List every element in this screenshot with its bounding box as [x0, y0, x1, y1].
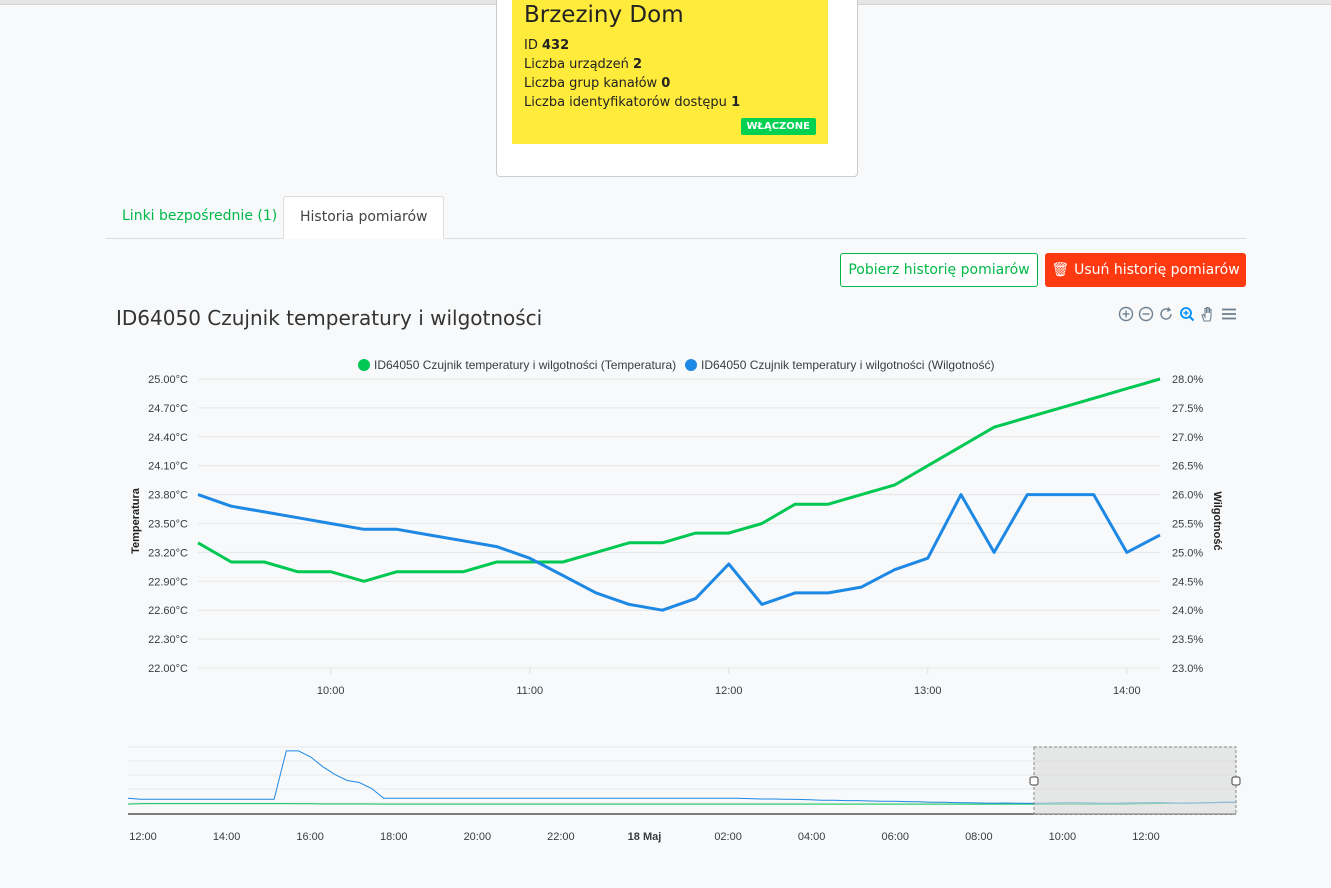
status-badge: WŁĄCZONE: [740, 118, 816, 135]
y-axis-right-title: Wilgotność: [1211, 491, 1223, 550]
y-right-tick-label: 28.0%: [1172, 374, 1203, 386]
reset-icon[interactable]: [1157, 305, 1175, 323]
y-left-tick-label: 24.40°C: [148, 432, 188, 444]
navigator-tick-label: 18:00: [380, 831, 408, 843]
navigator-tick-label: 08:00: [965, 831, 993, 843]
chart-title: ID64050 Czujnik temperatury i wilgotnośc…: [116, 306, 543, 330]
delete-history-button[interactable]: 🗑 Usuń historię pomiarów: [1045, 253, 1246, 287]
navigator-temperature-line: [127, 801, 1236, 805]
x-tick-label: 11:00: [516, 685, 543, 697]
navigator-selection[interactable]: [1033, 746, 1237, 815]
trash-icon: 🗑: [1051, 262, 1070, 278]
y-right-tick-label: 27.5%: [1172, 403, 1203, 415]
x-axis: 10:00 11:00 12:00 13:00 14:00: [317, 668, 1141, 697]
y-left-tick-label: 23.80°C: [148, 490, 188, 502]
y-axis-right: 23.0% 23.5% 24.0% 24.5% 25.0% 25.5% 26.0% 26.5%…: [1172, 374, 1203, 675]
y-right-tick-label: 23.5%: [1172, 634, 1203, 646]
download-history-button[interactable]: Pobierz historię pomiarów: [840, 253, 1038, 287]
y-left-tick-label: 24.70°C: [148, 403, 188, 415]
chart-series: [197, 377, 1161, 612]
navigator-tick-label: 12:00: [129, 831, 157, 843]
navigator-tick-label: 06:00: [881, 831, 909, 843]
navigator-tick-label: 04:00: [798, 831, 826, 843]
y-axis-left-title: Temperatura: [130, 487, 142, 554]
y-left-tick-label: 22.30°C: [148, 634, 188, 646]
navigator-handle-left[interactable]: [1029, 776, 1039, 786]
navigator-tick-label: 18 Maj: [628, 831, 662, 843]
pan-hand-icon[interactable]: [1199, 305, 1217, 323]
x-tick-label: 13:00: [914, 685, 942, 697]
legend-label-temperature[interactable]: ID64050 Czujnik temperatury i wilgotnośc…: [374, 358, 676, 372]
zoom-out-icon[interactable]: [1137, 305, 1155, 323]
y-right-tick-label: 25.0%: [1172, 547, 1203, 559]
y-left-tick-label: 23.50°C: [148, 519, 188, 531]
y-right-tick-label: 27.0%: [1172, 432, 1203, 444]
selection-zoom-icon[interactable]: [1178, 305, 1196, 323]
menu-icon[interactable]: [1220, 305, 1238, 323]
navigator-chart[interactable]: 12:00 14:00 16:00 18:00 20:00 22:00 18 Maj 02:0…: [127, 746, 1241, 843]
legend-marker-temperature: [358, 359, 370, 371]
navigator-tick-label: 12:00: [1132, 831, 1160, 843]
y-right-tick-label: 25.5%: [1172, 519, 1203, 531]
location-title: Brzeziny Dom: [524, 2, 684, 28]
x-tick-label: 14:00: [1113, 685, 1141, 697]
humidity-series-line: [197, 493, 1161, 612]
legend-marker-humidity: [685, 359, 697, 371]
y-left-tick-label: 22.00°C: [148, 663, 188, 675]
navigator-tick-label: 10:00: [1049, 831, 1077, 843]
chart-grid: [198, 378, 1160, 669]
navigator-tick-label: 14:00: [213, 831, 241, 843]
tab-bar: Linki bezpośrednie (1) Historia pomiarów: [106, 196, 1246, 239]
tab-direct-links[interactable]: Linki bezpośrednie (1): [122, 208, 278, 224]
location-id: ID 432: [524, 38, 570, 53]
location-channel-groups: Liczba grup kanałów 0: [524, 76, 671, 91]
y-left-tick-label: 25.00°C: [148, 374, 188, 386]
navigator-humidity-line: [127, 750, 1236, 804]
location-card[interactable]: Brzeziny Dom ID 432 Liczba urządzeń 2 Li…: [496, 0, 858, 177]
y-left-tick-label: 23.20°C: [148, 547, 188, 559]
legend-label-humidity[interactable]: ID64050 Czujnik temperatury i wilgotnośc…: [701, 358, 994, 372]
y-right-tick-label: 26.0%: [1172, 490, 1203, 502]
x-tick-label: 10:00: [317, 685, 345, 697]
temperature-series-line: [197, 377, 1161, 583]
navigator-tick-label: 20:00: [464, 831, 492, 843]
y-axis-left: 22.00°C 22.30°C 22.60°C 22.90°C 23.20°C 23.50…: [148, 374, 188, 675]
location-devices: Liczba urządzeń 2: [524, 57, 643, 72]
x-tick-label: 12:00: [715, 685, 743, 697]
navigator-tick-label: 16:00: [296, 831, 324, 843]
location-card-body: Brzeziny Dom ID 432 Liczba urządzeń 2 Li…: [512, 0, 828, 144]
y-right-tick-label: 24.0%: [1172, 605, 1203, 617]
delete-history-label: Usuń historię pomiarów: [1074, 262, 1240, 278]
zoom-in-icon[interactable]: [1117, 305, 1135, 323]
y-left-tick-label: 22.90°C: [148, 576, 188, 588]
y-right-tick-label: 24.5%: [1172, 576, 1203, 588]
location-access-ids: Liczba identyfikatorów dostępu 1: [524, 95, 741, 110]
navigator-handle-right[interactable]: [1231, 776, 1241, 786]
chart-legend: ID64050 Czujnik temperatury i wilgotnośc…: [358, 358, 994, 372]
tab-measurement-history[interactable]: Historia pomiarów: [283, 196, 445, 239]
navigator-tick-label: 22:00: [547, 831, 575, 843]
navigator-tick-label: 02:00: [714, 831, 742, 843]
y-left-tick-label: 22.60°C: [148, 605, 188, 617]
y-right-tick-label: 23.0%: [1172, 663, 1203, 675]
y-left-tick-label: 24.10°C: [148, 461, 188, 473]
y-right-tick-label: 26.5%: [1172, 461, 1203, 473]
